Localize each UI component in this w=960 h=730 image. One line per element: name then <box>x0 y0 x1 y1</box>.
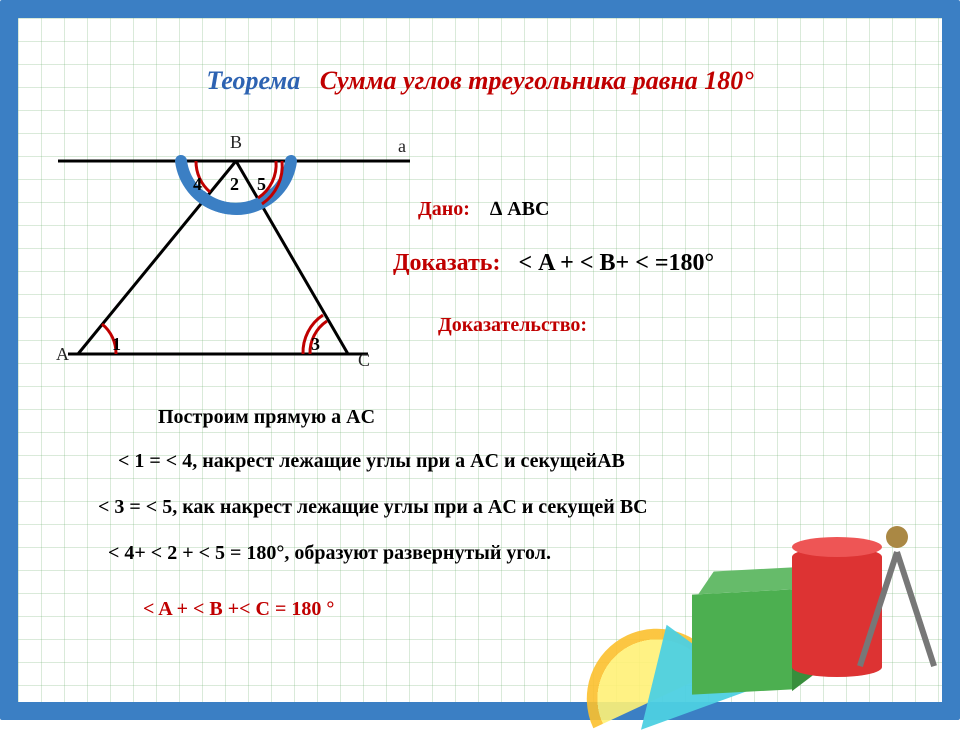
given-label: Дано: <box>418 198 470 220</box>
step-4: < 4+ < 2 + < 5 = 180°, образуют разверну… <box>108 542 551 565</box>
step-2: < 1 = < 4, накрест лежащие углы при а AC… <box>118 450 625 473</box>
step-5: < A + < B +< C = 180 ° <box>143 598 334 621</box>
angle-1: 1 <box>112 334 121 355</box>
slide: Теорема Сумма углов треугольника равна 1… <box>0 0 960 720</box>
line-a-label: a <box>398 136 406 157</box>
title-statement: Сумма углов треугольника равна 180° <box>320 66 754 95</box>
step-3: < 3 = < 5, как накрест лежащие углы при … <box>98 496 648 519</box>
prove-value: < A + < B+ < =180° <box>518 250 714 276</box>
step-1: Построим прямую а AC <box>158 406 375 429</box>
title-word: Теорема <box>206 66 300 95</box>
angle-2: 2 <box>230 174 239 195</box>
angle-5: 5 <box>257 174 266 195</box>
diagram-svg <box>48 126 428 386</box>
given-value: ∆ ABC <box>490 198 549 220</box>
side-bc <box>236 161 348 354</box>
cube-icon <box>692 589 792 694</box>
vertex-c: C <box>358 350 370 371</box>
compass-icon <box>862 532 932 672</box>
decor-shapes <box>662 502 942 702</box>
proof-label: Доказательство: <box>438 314 587 337</box>
prove-line: Доказать: < A + < B+ < =180° <box>393 250 714 277</box>
angle-4: 4 <box>193 174 202 195</box>
vertex-a: A <box>56 344 69 365</box>
vertex-b: B <box>230 132 242 153</box>
triangle-diagram: B a A C 4 2 5 1 3 <box>48 126 428 386</box>
angle-3: 3 <box>311 334 320 355</box>
prove-label: Доказать: <box>393 250 500 276</box>
given-line: Дано: ∆ ABC <box>418 198 549 221</box>
theorem-title: Теорема Сумма углов треугольника равна 1… <box>18 66 942 96</box>
